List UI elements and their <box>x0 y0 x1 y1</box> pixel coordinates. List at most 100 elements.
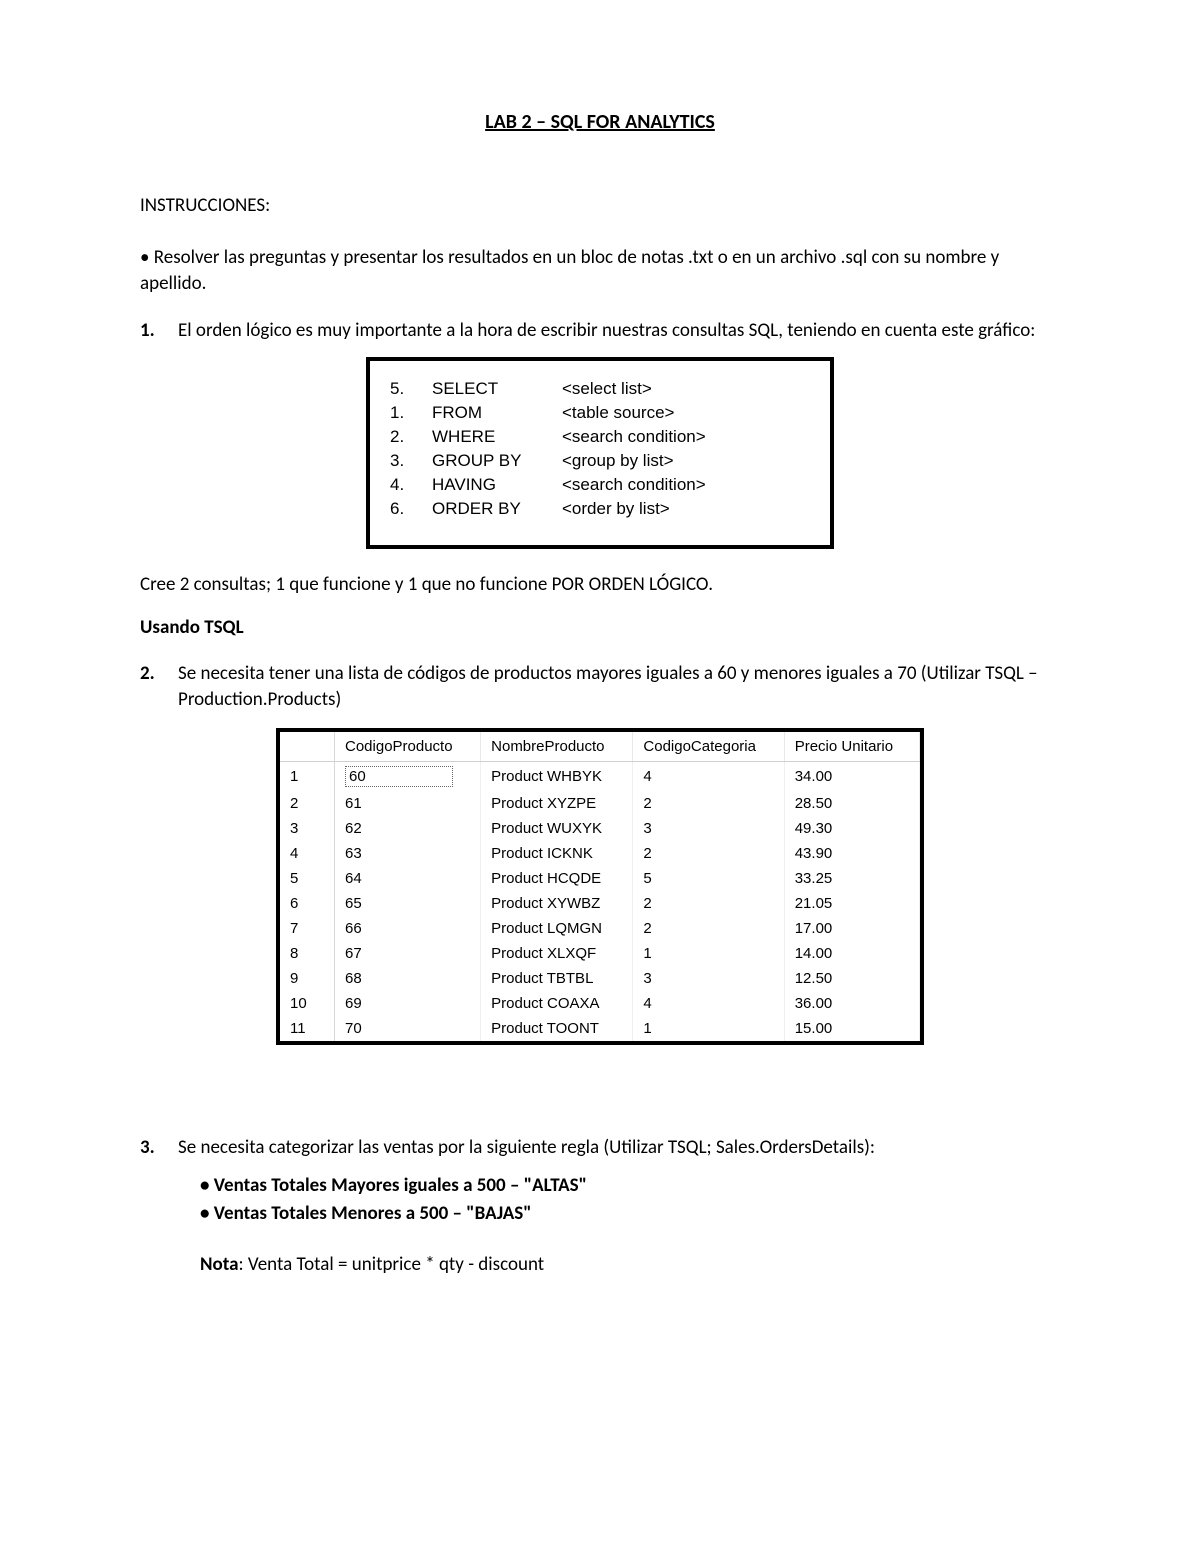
q2-text: Se necesita tener una lista de códigos d… <box>178 661 1060 714</box>
question-1: 1. El orden lógico es muy importante a l… <box>140 318 1060 345</box>
sql-order-num: 1. <box>390 403 432 423</box>
table-cell: 2 <box>633 891 784 916</box>
table-cell: Product HCQDE <box>481 866 633 891</box>
table-cell: 49.30 <box>784 816 919 841</box>
sql-order-arg: <table source> <box>562 403 810 423</box>
table-cell: 15.00 <box>784 1016 919 1041</box>
table-cell: Product WUXYK <box>481 816 633 841</box>
table-cell: 61 <box>335 791 481 816</box>
table-row: 463Product ICKNK243.90 <box>280 841 920 866</box>
table-cell: 4 <box>633 991 784 1016</box>
document-page: LAB 2 – SQL FOR ANALYTICS INSTRUCCIONES:… <box>0 0 1200 1376</box>
sql-order-row: 1.FROM<table source> <box>390 403 810 423</box>
table-cell: 10 <box>280 991 335 1016</box>
table-cell: Product COAXA <box>481 991 633 1016</box>
question-3: 3. Se necesita categorizar las ventas po… <box>140 1135 1060 1162</box>
table-cell: 67 <box>335 941 481 966</box>
table-cell: 17.00 <box>784 916 919 941</box>
table-cell: Product XYWBZ <box>481 891 633 916</box>
table-row: 160Product WHBYK434.00 <box>280 762 920 792</box>
table-cell: 36.00 <box>784 991 919 1016</box>
sql-order-num: 3. <box>390 451 432 471</box>
table-cell: Product LQMGN <box>481 916 633 941</box>
table-cell: 63 <box>335 841 481 866</box>
sql-order-arg: <order by list> <box>562 499 810 519</box>
table-cell: 14.00 <box>784 941 919 966</box>
table-cell: 70 <box>335 1016 481 1041</box>
sql-order-arg: <group by list> <box>562 451 810 471</box>
table-cell: Product XLXQF <box>481 941 633 966</box>
table-cell: 28.50 <box>784 791 919 816</box>
table-header-cell: CodigoProducto <box>335 732 481 762</box>
sql-order-box: 5.SELECT<select list> 1.FROM<table source… <box>366 357 834 549</box>
table-cell: Product WHBYK <box>481 762 633 792</box>
q1-number: 1. <box>140 318 178 345</box>
table-cell: 4 <box>280 841 335 866</box>
table-cell: 6 <box>280 891 335 916</box>
using-tsql-label: Usando TSQL <box>140 616 1060 639</box>
sql-order-keyword: ORDER BY <box>432 499 562 519</box>
table-cell: 7 <box>280 916 335 941</box>
sql-order-num: 6. <box>390 499 432 519</box>
sql-order-row: 6.ORDER BY<order by list> <box>390 499 810 519</box>
nota-label: Nota <box>200 1253 239 1276</box>
table-cell: 8 <box>280 941 335 966</box>
sql-order-num: 5. <box>390 379 432 399</box>
table-cell: Product TBTBL <box>481 966 633 991</box>
table-header-cell: CodigoCategoria <box>633 732 784 762</box>
table-cell: 69 <box>335 991 481 1016</box>
table-row: 362Product WUXYK349.30 <box>280 816 920 841</box>
table-cell: 34.00 <box>784 762 919 792</box>
products-table-box: CodigoProductoNombreProductoCodigoCatego… <box>276 728 924 1045</box>
table-cell: 60 <box>335 762 481 792</box>
table-row: 665Product XYWBZ221.05 <box>280 891 920 916</box>
sql-order-row: 5.SELECT<select list> <box>390 379 810 399</box>
table-header-cell <box>280 732 335 762</box>
table-cell: 43.90 <box>784 841 919 866</box>
question-2: 2. Se necesita tener una lista de código… <box>140 661 1060 714</box>
table-header-cell: Precio Unitario <box>784 732 919 762</box>
q3-number: 3. <box>140 1135 178 1162</box>
products-table: CodigoProductoNombreProductoCodigoCatego… <box>280 732 920 1041</box>
selected-cell: 60 <box>345 766 453 787</box>
table-cell: 1 <box>633 941 784 966</box>
table-row: 564Product HCQDE533.25 <box>280 866 920 891</box>
table-cell: 2 <box>633 916 784 941</box>
table-row: 968Product TBTBL312.50 <box>280 966 920 991</box>
table-cell: 5 <box>280 866 335 891</box>
sql-order-keyword: SELECT <box>432 379 562 399</box>
table-cell: 33.25 <box>784 866 919 891</box>
table-cell: 3 <box>280 816 335 841</box>
sql-order-arg: <search condition> <box>562 427 810 447</box>
sql-order-keyword: HAVING <box>432 475 562 495</box>
table-cell: 2 <box>280 791 335 816</box>
table-cell: 68 <box>335 966 481 991</box>
sql-order-num: 2. <box>390 427 432 447</box>
table-cell: 66 <box>335 916 481 941</box>
table-cell: 9 <box>280 966 335 991</box>
sql-order-keyword: GROUP BY <box>432 451 562 471</box>
intro-bullet: • Resolver las preguntas y presentar los… <box>140 245 1060 296</box>
q1-instruction: Cree 2 consultas; 1 que funcione y 1 que… <box>140 573 1060 596</box>
page-title: LAB 2 – SQL FOR ANALYTICS <box>140 110 1060 134</box>
sql-order-keyword: WHERE <box>432 427 562 447</box>
table-cell: 65 <box>335 891 481 916</box>
sql-order-arg: <search condition> <box>562 475 810 495</box>
sql-order-row: 3.GROUP BY<group by list> <box>390 451 810 471</box>
table-cell: 2 <box>633 791 784 816</box>
table-row: 867Product XLXQF114.00 <box>280 941 920 966</box>
q3-rule-bajas: • Ventas Totales Menores a 500 – "BAJAS" <box>200 1200 1060 1229</box>
sql-order-arg: <select list> <box>562 379 810 399</box>
sql-order-num: 4. <box>390 475 432 495</box>
table-cell: 2 <box>633 841 784 866</box>
sql-order-keyword: FROM <box>432 403 562 423</box>
q2-number: 2. <box>140 661 178 714</box>
q3-nota: Nota: Venta Total = unitprice * qty - di… <box>140 1253 1060 1276</box>
table-cell: Product XYZPE <box>481 791 633 816</box>
q3-rules: • Ventas Totales Mayores iguales a 500 –… <box>140 1172 1060 1229</box>
table-cell: 21.05 <box>784 891 919 916</box>
q3-text: Se necesita categorizar las ventas por l… <box>178 1135 1060 1162</box>
table-row: 1170Product TOONT115.00 <box>280 1016 920 1041</box>
table-cell: 62 <box>335 816 481 841</box>
nota-text: : Venta Total = unitprice * qty - discou… <box>239 1253 545 1276</box>
